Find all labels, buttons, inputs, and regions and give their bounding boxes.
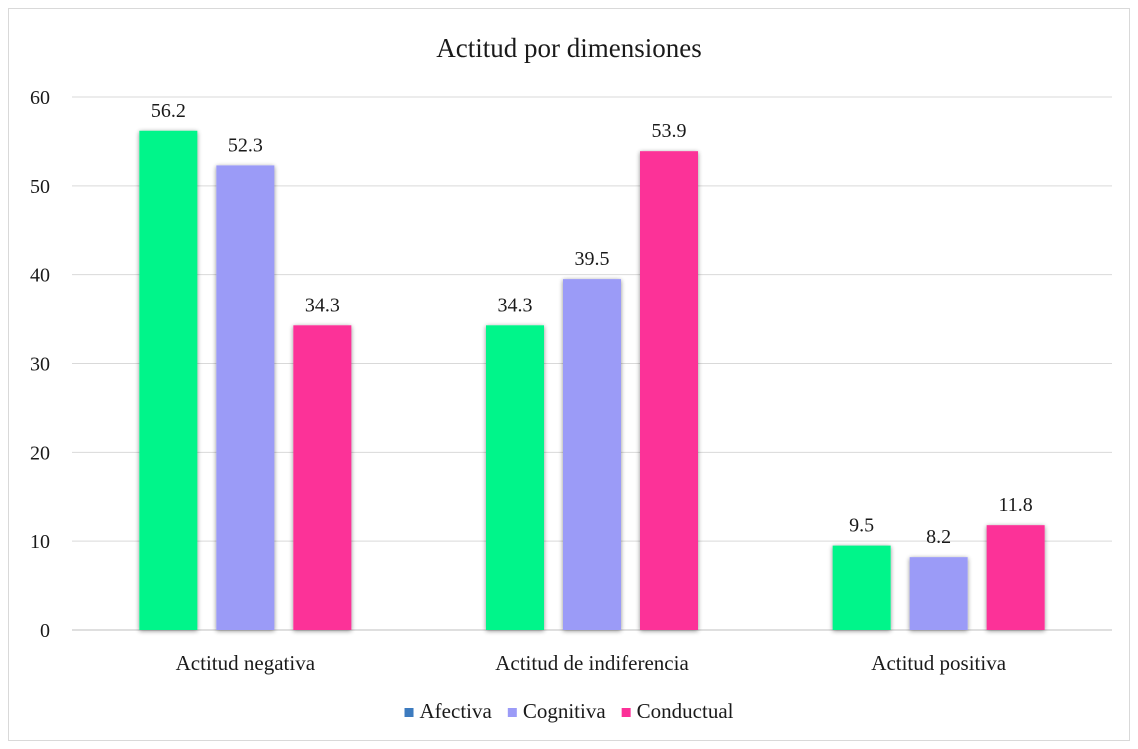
legend-label: Afectiva	[420, 699, 493, 723]
data-label: 11.8	[999, 494, 1033, 516]
y-tick-label: 40	[30, 265, 50, 287]
category-label: Actitud positiva	[871, 651, 1006, 675]
bar-conductual	[986, 525, 1045, 630]
legend-label: Conductual	[637, 699, 734, 723]
x-axis-categories: Actitud negativa Actitud de indiferencia A…	[176, 651, 1007, 675]
data-label: 9.5	[849, 515, 874, 537]
y-tick-label: 60	[30, 87, 50, 109]
y-tick-label: 50	[30, 176, 50, 198]
y-tick-label: 10	[30, 531, 50, 553]
legend-item-afectiva: Afectiva	[404, 699, 493, 723]
chart-title: Actitud por dimensiones	[436, 33, 701, 63]
bar-afectiva	[139, 130, 198, 631]
bar-cognitiva	[216, 165, 275, 630]
data-label: 56.2	[151, 100, 186, 122]
data-label: 52.3	[228, 134, 263, 156]
y-tick-label: 30	[30, 354, 50, 376]
legend-label: Cognitiva	[523, 699, 607, 723]
bar-cognitiva	[563, 279, 621, 630]
y-tick-label: 0	[40, 620, 50, 642]
bar-cognitiva	[909, 557, 968, 630]
category-label: Actitud de indiferencia	[495, 651, 689, 675]
data-labels: 56.2 52.3 34.3 34.3 39.5 53.9 9.5 8.2 11.8	[151, 100, 1033, 548]
legend-swatch	[507, 708, 517, 717]
data-label: 34.3	[305, 294, 340, 316]
legend: Afectiva Cognitiva Conductual	[404, 699, 734, 723]
bar-afectiva	[486, 325, 544, 630]
data-label: 53.9	[652, 120, 687, 142]
category-label: Actitud negativa	[176, 651, 316, 675]
legend-swatch	[621, 708, 631, 717]
bars	[139, 130, 1045, 631]
data-label: 34.3	[498, 294, 533, 316]
data-label: 8.2	[926, 526, 951, 548]
bar-conductual	[640, 151, 698, 630]
y-tick-label: 20	[30, 442, 50, 464]
data-label: 39.5	[575, 248, 610, 270]
legend-item-conductual: Conductual	[621, 699, 734, 723]
legend-swatch	[404, 708, 414, 717]
legend-item-cognitiva: Cognitiva	[507, 699, 607, 723]
bar-conductual	[293, 325, 352, 630]
y-axis-ticks: 0 10 20 30 40 50 60	[30, 87, 50, 642]
bar-afectiva	[832, 545, 891, 630]
